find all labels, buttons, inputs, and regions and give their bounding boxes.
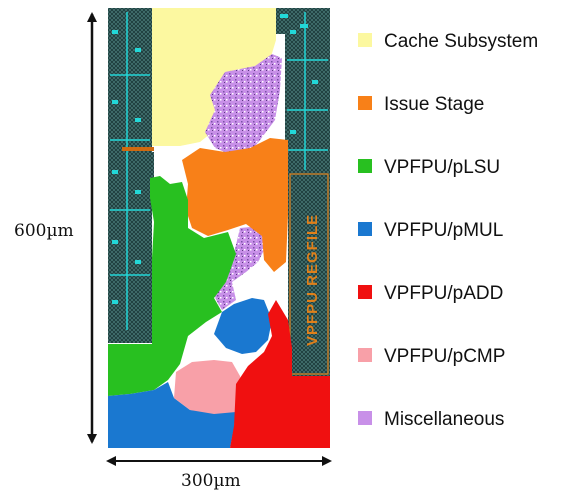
height-dimension: 600µm — [14, 11, 97, 444]
legend-label: Cache Subsystem — [384, 31, 538, 52]
legend-swatch — [358, 411, 372, 425]
region-vpfpu-pcmp — [174, 360, 244, 414]
legend-swatch — [358, 285, 372, 299]
legend-swatch — [358, 96, 372, 110]
legend-label: VPFPU/pMUL — [384, 220, 503, 241]
legend-swatch — [358, 159, 372, 173]
legend-swatch — [358, 222, 372, 236]
sram-regfile-column — [288, 172, 330, 377]
regfile-macro-label: VPFPU REGFILE — [304, 214, 321, 346]
width-label: 300µm — [181, 471, 241, 491]
floorplan: VPFPU REGFILE — [108, 8, 330, 448]
sram-top-strip — [276, 8, 330, 34]
legend-item: VPFPU/pCMP — [358, 346, 505, 367]
sram-right-column — [285, 8, 330, 173]
region-cache-subsystem — [152, 8, 276, 146]
region-miscellaneous-lower — [214, 226, 266, 310]
legend-item: VPFPU/pMUL — [358, 220, 503, 241]
region-vpfpu-padd — [230, 300, 330, 448]
legend-item: Cache Subsystem — [358, 31, 538, 52]
legend-label: VPFPU/pADD — [384, 283, 503, 304]
legend-item: Issue Stage — [358, 94, 484, 115]
legend-label: Miscellaneous — [384, 409, 504, 430]
region-vpfpu-pmul-upper — [214, 298, 272, 354]
legend-item: Miscellaneous — [358, 409, 504, 430]
region-issue-stage — [182, 138, 288, 272]
region-miscellaneous — [205, 54, 282, 156]
region-vpfpu-plsu — [108, 176, 236, 396]
legend-label: VPFPU/pCMP — [384, 346, 505, 367]
legend-item: VPFPU/pLSU — [358, 157, 500, 178]
legend-label: Issue Stage — [384, 94, 484, 115]
width-dimension: 300µm — [106, 456, 332, 491]
sram-macros — [108, 8, 330, 377]
legend: Cache Subsystem Issue Stage VPFPU/pLSU VPFP… — [358, 31, 538, 430]
height-label: 600µm — [14, 221, 74, 241]
region-vpfpu-pmul — [108, 382, 236, 448]
legend-item: VPFPU/pADD — [358, 283, 503, 304]
legend-label: VPFPU/pLSU — [384, 157, 500, 178]
legend-swatch — [358, 348, 372, 362]
legend-swatch — [358, 33, 372, 47]
